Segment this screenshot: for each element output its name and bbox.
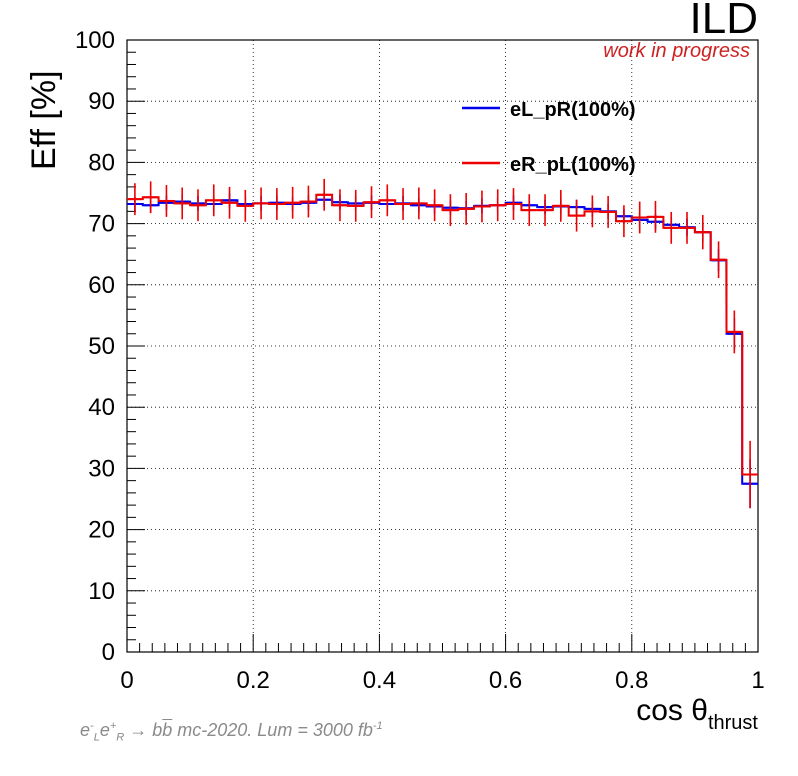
axis-ticks bbox=[126, 39, 759, 653]
x-axis-title-main: cos θ bbox=[636, 694, 708, 727]
series-2 bbox=[127, 178, 758, 509]
footnote: e-Le+R → bb mc-2020. Lum = 3000 fb-1 bbox=[80, 720, 383, 744]
footnote-lumi-exp: -1 bbox=[372, 720, 383, 732]
x-tick-label: 0.4 bbox=[363, 667, 396, 694]
x-axis-title-sub: thrust bbox=[708, 712, 758, 734]
x-tick-label: 0 bbox=[120, 667, 133, 694]
y-tick-label: 70 bbox=[88, 211, 115, 238]
series-line bbox=[127, 198, 758, 485]
series-line bbox=[127, 193, 758, 476]
experiment-label: ILD bbox=[689, 0, 758, 43]
y-tick-label: 100 bbox=[75, 27, 115, 54]
x-tick-label: 0.2 bbox=[237, 667, 270, 694]
x-axis-title: cos θthrust bbox=[636, 694, 758, 734]
y-tick-label: 60 bbox=[88, 272, 115, 299]
y-tick-label: 90 bbox=[88, 88, 115, 115]
y-tick-label: 20 bbox=[88, 517, 115, 544]
footnote-e2-sub: R bbox=[116, 731, 125, 744]
y-tick-label: 0 bbox=[102, 639, 115, 666]
data-series bbox=[127, 178, 758, 509]
x-tick-labels: 0 0.2 0.4 0.6 0.8 1 bbox=[120, 667, 764, 694]
status-label: work in progress bbox=[603, 40, 750, 62]
y-tick-labels: 0 10 20 30 40 50 60 70 80 90 100 bbox=[75, 27, 115, 666]
footnote-e1-sup: - bbox=[90, 720, 94, 732]
grid-lines bbox=[127, 40, 758, 652]
y-tick-label: 10 bbox=[88, 578, 115, 605]
series-1 bbox=[127, 192, 758, 509]
footnote-process: → b bbox=[129, 720, 163, 740]
legend-label: eR_pL(100%) bbox=[510, 154, 636, 176]
legend: eL_pR(100%) eR_pL(100%) bbox=[462, 99, 636, 176]
footnote-e1-sub: L bbox=[93, 731, 100, 744]
y-tick-label: 30 bbox=[88, 455, 115, 482]
legend-label: eL_pR(100%) bbox=[510, 99, 636, 121]
footnote-e2-sup: + bbox=[109, 720, 117, 732]
y-tick-label: 50 bbox=[88, 333, 115, 360]
y-axis-title: Eff [%] bbox=[25, 70, 63, 170]
footnote-bbar: b bbox=[162, 720, 173, 740]
x-tick-label: 1 bbox=[751, 667, 764, 694]
footnote-text: mc-2020. Lum = 3000 fb bbox=[172, 720, 373, 740]
x-tick-label: 0.6 bbox=[489, 667, 522, 694]
y-tick-label: 80 bbox=[88, 149, 115, 176]
x-tick-label: 0.8 bbox=[615, 667, 648, 694]
footnote-e2: e bbox=[99, 720, 110, 740]
footnote-e1: e bbox=[80, 720, 91, 740]
y-tick-label: 40 bbox=[88, 394, 115, 421]
